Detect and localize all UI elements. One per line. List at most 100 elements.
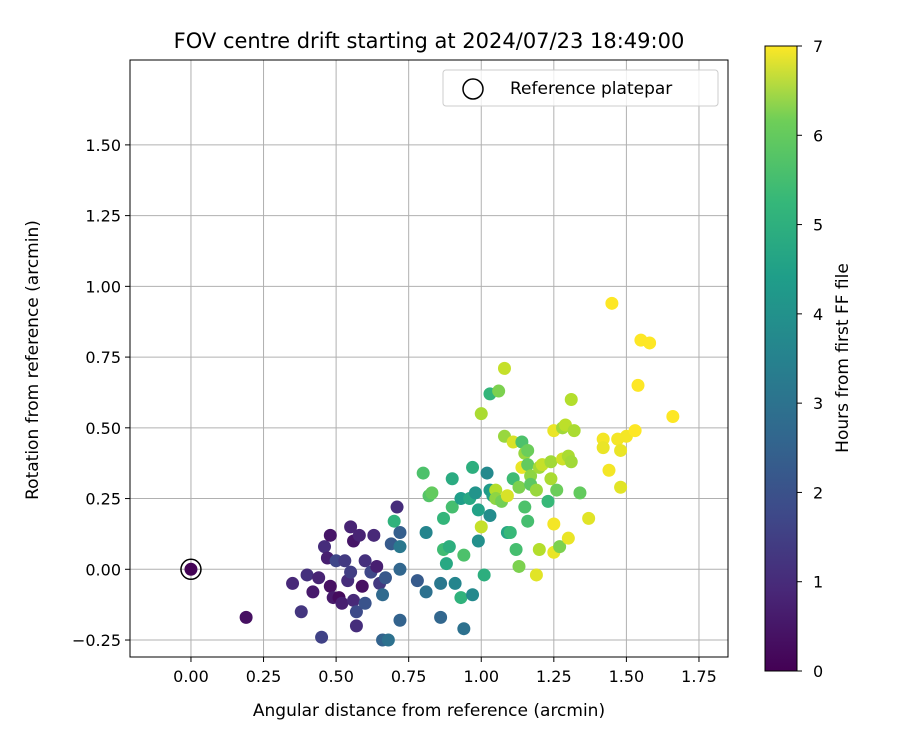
- x-tick-label: 0.75: [391, 667, 427, 686]
- data-point: [344, 565, 358, 579]
- data-point: [338, 554, 352, 568]
- colorbar-tick-label: 4: [813, 305, 823, 324]
- data-point: [355, 579, 369, 593]
- data-point: [434, 576, 448, 590]
- data-point: [393, 562, 407, 576]
- data-point: [477, 568, 491, 582]
- reference-marker: [180, 558, 202, 581]
- data-point: [306, 585, 320, 599]
- data-point: [471, 534, 485, 548]
- data-point: [352, 528, 366, 542]
- data-point: [323, 528, 337, 542]
- data-point: [541, 494, 555, 508]
- x-tick-label: 0.00: [173, 667, 209, 686]
- data-point: [347, 593, 361, 607]
- data-point: [184, 562, 198, 576]
- data-point: [437, 511, 451, 525]
- colorbar-tick-label: 3: [813, 394, 823, 413]
- data-point: [471, 503, 485, 517]
- data-point: [387, 514, 401, 528]
- data-point: [445, 500, 459, 514]
- data-point: [521, 458, 535, 472]
- x-tick-label: 1.00: [463, 667, 499, 686]
- data-point: [457, 548, 471, 562]
- data-point: [561, 531, 575, 545]
- data-point: [550, 483, 564, 497]
- data-point: [631, 378, 645, 392]
- data-point: [393, 526, 407, 540]
- data-point: [393, 540, 407, 554]
- data-point: [596, 441, 610, 455]
- data-point: [448, 576, 462, 590]
- x-tick-label: 0.50: [318, 667, 354, 686]
- y-tick-label: 1.50: [85, 136, 121, 155]
- data-point: [503, 526, 517, 540]
- data-point: [410, 574, 424, 588]
- legend: Reference platepar: [442, 69, 719, 107]
- data-point: [582, 511, 596, 525]
- x-tick-label: 1.75: [681, 667, 717, 686]
- y-tick-label: 1.25: [85, 207, 121, 226]
- data-point: [628, 424, 642, 438]
- data-point: [367, 528, 381, 542]
- data-point: [509, 542, 523, 556]
- plot-area: [130, 60, 728, 657]
- x-axis-ticks: 0.00 0.25 0.50 0.75 1.00 1.25 1.50 1.75: [173, 657, 717, 686]
- colorbar-tick-label: 1: [813, 573, 823, 592]
- data-point: [547, 517, 561, 531]
- data-point: [512, 480, 526, 494]
- colorbar: [764, 45, 798, 672]
- data-point: [567, 424, 581, 438]
- data-point: [317, 540, 331, 554]
- data-point: [480, 466, 494, 480]
- y-tick-label: 0.50: [85, 419, 121, 438]
- data-point: [370, 559, 384, 573]
- data-point: [335, 596, 349, 610]
- data-point: [358, 596, 372, 610]
- data-point: [300, 568, 314, 582]
- data-point: [466, 460, 480, 474]
- data-point: [381, 633, 395, 647]
- y-axis-label: Rotation from reference (arcmin): [23, 220, 43, 500]
- data-point: [239, 610, 253, 624]
- data-point: [416, 466, 430, 480]
- data-point: [544, 455, 558, 469]
- data-point: [500, 489, 514, 503]
- x-tick-label: 1.25: [536, 667, 572, 686]
- data-point: [573, 486, 587, 500]
- colorbar-ticks: 0 1 2 3 4 5 6 7: [797, 37, 823, 681]
- data-point: [442, 540, 456, 554]
- data-point: [390, 500, 404, 514]
- y-tick-label: 0.75: [85, 348, 121, 367]
- data-point: [492, 384, 506, 398]
- colorbar-tick-label: 6: [813, 126, 823, 145]
- x-axis-label: Angular distance from reference (arcmin): [253, 701, 605, 721]
- colorbar-tick-label: 7: [813, 37, 823, 56]
- data-point: [512, 559, 526, 573]
- legend-box: [442, 69, 719, 107]
- data-points: [184, 296, 680, 647]
- data-point: [349, 605, 363, 619]
- data-point: [439, 557, 453, 571]
- data-point: [643, 336, 657, 350]
- data-point: [532, 542, 546, 556]
- data-point: [666, 410, 680, 424]
- data-point: [323, 579, 337, 593]
- data-point: [518, 500, 532, 514]
- data-point: [614, 443, 628, 457]
- data-point: [445, 472, 459, 486]
- colorbar-label: Hours from first FF file: [833, 263, 853, 453]
- data-point: [564, 393, 578, 407]
- plot-frame: [129, 59, 729, 658]
- colorbar-tick-label: 0: [813, 662, 823, 681]
- colorbar-tick-label: 5: [813, 216, 823, 235]
- data-point: [466, 588, 480, 602]
- data-point: [419, 585, 433, 599]
- data-point: [315, 630, 329, 644]
- chart-title: FOV centre drift starting at 2024/07/23 …: [174, 29, 685, 53]
- data-point: [529, 483, 543, 497]
- data-point: [544, 472, 558, 486]
- y-axis-ticks: −0.25 0.00 0.25 0.50 0.75 1.00 1.25 1.50: [72, 136, 130, 650]
- data-point: [483, 509, 497, 523]
- data-point: [468, 486, 482, 500]
